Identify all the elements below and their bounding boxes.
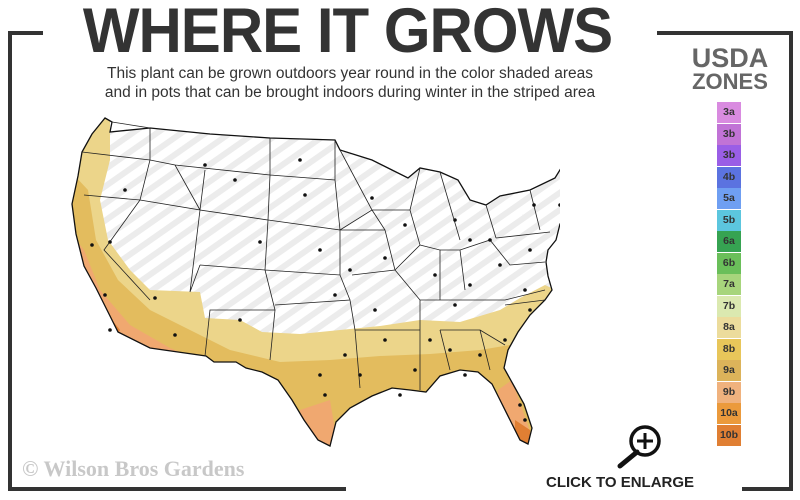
city-dot [523,288,527,292]
frame-left [8,31,12,491]
city-dot [558,203,560,207]
state-borders [81,121,551,390]
city-dot [370,196,374,200]
city-dot [123,188,127,192]
legend-zone-7b: 7b [717,295,741,317]
city-dot [348,268,352,272]
legend-zone-6a: 6a [717,231,741,252]
city-dot [298,158,302,162]
city-dot [358,373,362,377]
city-dot [453,218,457,222]
city-dot [528,308,532,312]
city-dot [413,368,417,372]
us-hardiness-map[interactable] [60,100,560,460]
usda-zone-legend: 3a 3b 3b 4b 5a 5b 6a 6b 7a 7b 8a 8b 9a 9b 10a 10b [717,102,741,446]
city-dot [503,338,507,342]
city-dot [333,293,337,297]
city-dot [403,223,407,227]
legend-zone-3b: 3b [717,123,741,145]
city-dot [318,248,322,252]
copyright-watermark: © Wilson Bros Gardens [22,456,245,481]
zoom-in-magnifier-icon [617,425,661,469]
click-to-enlarge-button[interactable]: CLICK TO ENLARGE [540,420,730,495]
city-dot [258,240,262,244]
legend-zone-8b: 8b [717,338,741,360]
city-dot [90,243,94,247]
legend-zone-9a: 9a [717,360,741,381]
subtitle-line-1: This plant can be grown outdoors year ro… [107,65,593,82]
city-dot [528,248,532,252]
city-dot [478,353,482,357]
frame-top-left [8,31,43,35]
frame-bottom-right [742,487,793,491]
city-dot [103,293,107,297]
city-dot [488,238,492,242]
city-dot [428,338,432,342]
city-dot [318,373,322,377]
legend-zone-6b: 6b [717,252,741,274]
city-dot [433,273,437,277]
legend-zone-5b: 5b [717,209,741,231]
city-dot [383,338,387,342]
legend-zone-10a: 10a [717,403,741,424]
legend-zone-3b: 3b [717,145,741,166]
city-dot [518,403,522,407]
city-dot [108,240,112,244]
city-dot [203,163,207,167]
city-dot [233,178,237,182]
legend-zone-9b: 9b [717,381,741,403]
legend-title: USDA ZONES [680,43,780,94]
city-dot [343,353,347,357]
city-dot [468,283,472,287]
legend-zone-7a: 7a [717,274,741,295]
city-dot [532,203,536,207]
legend-title-line-1: USDA [691,43,769,73]
frame-right [789,31,793,491]
frame-bottom-left [8,487,346,491]
city-dot [238,318,242,322]
city-dot [448,348,452,352]
city-dot [398,393,402,397]
city-dot [498,263,502,267]
subtitle-line-2: and in pots that can be brought indoors … [104,84,596,101]
city-dot [523,418,527,422]
city-dot [108,328,112,332]
city-dot [468,238,472,242]
subtitle: This plant can be grown outdoors year ro… [40,64,660,102]
city-dot [173,333,177,337]
legend-zone-10b: 10b [717,424,741,446]
city-dots [90,158,560,422]
click-to-enlarge-label: CLICK TO ENLARGE [546,474,695,491]
city-dot [303,193,307,197]
frame-top-right [657,31,793,35]
page-title: WHERE IT GROWS [82,0,613,66]
city-dot [463,373,467,377]
legend-zone-3a: 3a [717,102,741,123]
legend-zone-4b: 4b [717,166,741,188]
city-dot [373,308,377,312]
city-dot [383,256,387,260]
legend-title-line-2: ZONES [692,69,768,94]
city-dot [453,303,457,307]
city-dot [323,393,327,397]
legend-zone-5a: 5a [717,188,741,209]
legend-zone-8a: 8a [717,317,741,338]
zone-10-area [72,220,540,446]
city-dot [153,296,157,300]
